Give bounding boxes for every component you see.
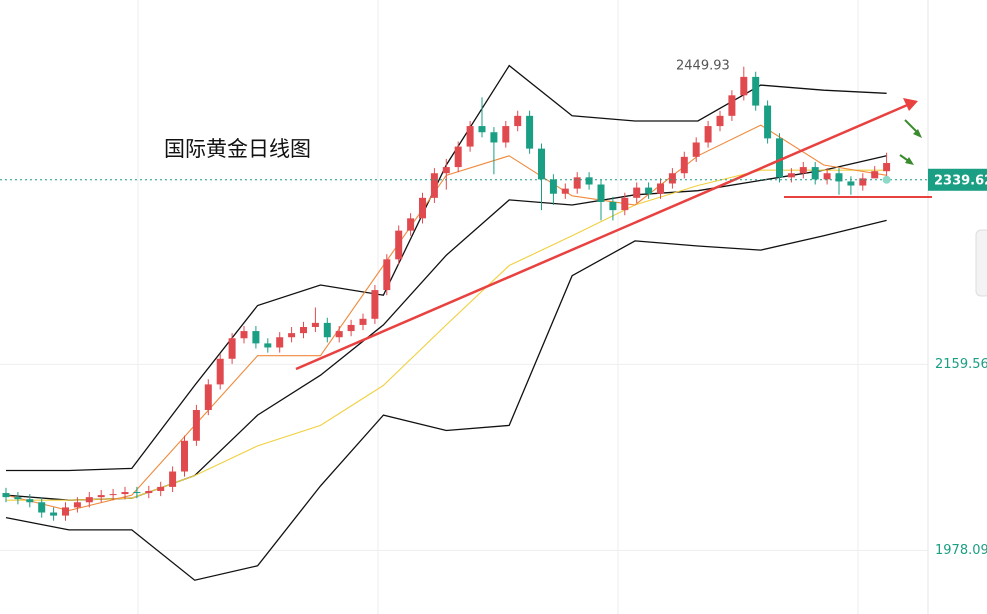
y-tick-label: 2159.56 bbox=[935, 357, 987, 372]
candle-body bbox=[490, 132, 498, 143]
candle-body bbox=[121, 492, 129, 495]
grid bbox=[137, 0, 929, 614]
candle-body bbox=[407, 218, 415, 231]
candle-body bbox=[97, 495, 105, 498]
candle-body bbox=[442, 167, 450, 174]
candle-body bbox=[776, 138, 783, 178]
candle-body bbox=[668, 173, 676, 184]
candle-body bbox=[73, 502, 81, 508]
candle-body bbox=[609, 201, 617, 211]
last-price-dot bbox=[882, 175, 891, 184]
candle-body bbox=[62, 507, 69, 516]
high-label: 2449.93 bbox=[676, 59, 730, 74]
candle-body bbox=[240, 331, 248, 339]
candle-body bbox=[347, 324, 355, 332]
candle-body bbox=[419, 197, 426, 219]
candle-body bbox=[14, 497, 22, 500]
candle-body bbox=[573, 177, 581, 189]
candle-body bbox=[478, 126, 486, 133]
candle-body bbox=[169, 471, 177, 487]
candle-body bbox=[371, 290, 379, 319]
arrow-head bbox=[903, 98, 918, 111]
candle-body bbox=[740, 76, 748, 96]
candle-body bbox=[585, 177, 593, 185]
candle-body bbox=[561, 188, 569, 194]
candle-body bbox=[264, 343, 272, 348]
y-tick-label: 1978.09 bbox=[935, 543, 987, 558]
candle-body bbox=[657, 183, 664, 194]
candle-body bbox=[204, 384, 212, 411]
candle-body bbox=[704, 126, 712, 143]
chart-title: 国际黄金日线图 bbox=[164, 137, 311, 161]
candle-body bbox=[466, 126, 474, 147]
candle-body bbox=[157, 486, 165, 491]
candle-body bbox=[549, 179, 557, 194]
candle-body bbox=[50, 512, 58, 516]
candle-body bbox=[502, 126, 510, 143]
side-tab[interactable] bbox=[975, 229, 987, 297]
candle-body bbox=[395, 230, 403, 260]
arrow-head bbox=[913, 129, 922, 138]
candle-body bbox=[514, 115, 522, 127]
candle-body bbox=[359, 318, 367, 325]
candle-body bbox=[323, 322, 331, 338]
candle-body bbox=[311, 322, 319, 327]
candle-body bbox=[454, 146, 462, 168]
candle-body bbox=[430, 173, 438, 198]
candle-body bbox=[109, 494, 117, 496]
candle-body bbox=[252, 331, 260, 344]
indicator-line bbox=[5, 219, 887, 581]
candle-body bbox=[597, 184, 605, 202]
candle-body bbox=[645, 187, 653, 194]
candle-body bbox=[216, 358, 224, 385]
annotations: 国际黄金日线图 2449.93 bbox=[164, 59, 987, 371]
candle-body bbox=[2, 493, 10, 498]
candle-body bbox=[787, 173, 795, 178]
candle-body bbox=[883, 162, 891, 172]
candle-body bbox=[859, 178, 867, 186]
candle-body bbox=[26, 499, 34, 503]
candle-body bbox=[526, 115, 534, 149]
candle-body bbox=[764, 105, 772, 139]
candle-body bbox=[145, 490, 153, 494]
candle-body bbox=[38, 502, 46, 513]
plot bbox=[0, 64, 928, 581]
candle-body bbox=[633, 187, 641, 198]
last-price-box bbox=[928, 168, 987, 191]
candle-body bbox=[716, 115, 724, 127]
trend-line bbox=[295, 101, 913, 371]
candle-body bbox=[228, 338, 236, 359]
candle-body bbox=[621, 197, 629, 211]
candle-body bbox=[538, 148, 545, 180]
candle-body bbox=[811, 167, 819, 180]
candle-body bbox=[823, 173, 831, 180]
indicator-line bbox=[6, 169, 887, 501]
candle-body bbox=[847, 181, 855, 186]
candle-body bbox=[133, 492, 141, 494]
candle-body bbox=[192, 410, 200, 441]
candle-body bbox=[181, 440, 188, 472]
candle-body bbox=[288, 333, 296, 338]
candle-body bbox=[680, 156, 688, 174]
candle-body bbox=[752, 76, 760, 106]
candle-body bbox=[799, 167, 807, 174]
candle-body bbox=[871, 171, 879, 179]
candle-body bbox=[383, 259, 391, 291]
candle-body bbox=[728, 95, 736, 116]
candle-body bbox=[300, 326, 307, 334]
last-price-label: 2339.62 bbox=[934, 173, 987, 188]
candle-body bbox=[276, 337, 284, 348]
candle-body bbox=[692, 142, 700, 157]
candle-body bbox=[85, 497, 93, 503]
candle-body bbox=[835, 173, 843, 182]
candle-body bbox=[335, 331, 343, 338]
arrow-head bbox=[905, 157, 914, 165]
